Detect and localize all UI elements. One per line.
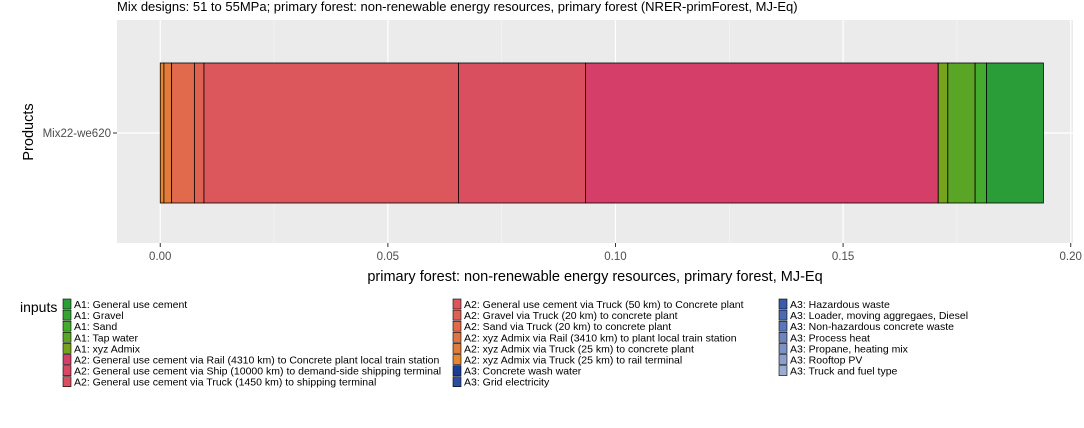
- legend-label: A2: Gravel via Truck (20 km) to concrete…: [464, 310, 678, 322]
- legend-label: A1: Sand: [74, 321, 117, 333]
- legend-label: A3: Propane, heating mix: [790, 343, 909, 355]
- legend-key: [62, 320, 72, 332]
- legend-label: A3: Non-hazardous concrete waste: [790, 321, 954, 333]
- legend-key: [452, 309, 462, 321]
- legend-key: [778, 309, 788, 321]
- legend-key: [778, 298, 788, 310]
- x-tick-label: 0.00: [149, 251, 171, 263]
- bar-segment: [947, 62, 976, 204]
- legend-key: [62, 309, 72, 321]
- bar-segment: [163, 62, 173, 204]
- legend-key: [452, 365, 462, 376]
- legend-title: inputs: [20, 299, 57, 315]
- legend-label: A3: Concrete wash water: [464, 366, 582, 378]
- y-axis: Mix22-we620: [43, 128, 117, 140]
- legend-key: [452, 320, 462, 332]
- legend-key: [452, 298, 462, 310]
- legend-label: A3: Truck and fuel type: [790, 366, 898, 378]
- legend-label: A3: Rooftop PV: [790, 355, 862, 367]
- legend-label: A2: Sand via Truck (20 km) to concrete p…: [464, 321, 671, 333]
- bar-segment: [193, 62, 205, 204]
- legend-key: [62, 331, 72, 343]
- legend-key: [778, 354, 788, 365]
- bar-segment: [203, 62, 459, 204]
- x-axis: 0.00 0.05 0.10 0.15 0.20: [149, 243, 1082, 263]
- bar-segment: [986, 62, 1044, 204]
- x-tick-label: 0.10: [604, 251, 626, 263]
- legend-key: [62, 376, 72, 388]
- bar-segment: [171, 62, 195, 204]
- legend-key: [778, 343, 788, 354]
- legend-key: [62, 354, 72, 365]
- bar-segment: [159, 62, 165, 204]
- legend-key: [778, 365, 788, 376]
- legend-label: A3: Hazardous waste: [790, 299, 890, 311]
- legend-key: [62, 365, 72, 376]
- legend-key: [452, 376, 462, 388]
- legend-label: A1: xyz Admix: [74, 343, 141, 355]
- legend-label: A2: General use cement via Truck (50 km)…: [464, 299, 744, 311]
- y-tick-label: Mix22-we620: [43, 128, 111, 140]
- legend-label: A3: Grid electricity: [464, 377, 550, 389]
- legend-label: A2: xyz Admix via Truck (25 km) to rail …: [464, 355, 682, 367]
- legend-key: [452, 343, 462, 354]
- x-tick-label: 0.15: [832, 251, 854, 263]
- bar-segments: [159, 62, 1044, 204]
- legend-label: A2: xyz Admix via Truck (25 km) to concr…: [464, 343, 694, 355]
- legend-key: [778, 320, 788, 332]
- x-axis-label: primary forest: non-renewable energy res…: [367, 269, 822, 285]
- legend-key: [452, 354, 462, 365]
- x-tick-label: 0.05: [377, 251, 399, 263]
- legend-label: A1: Tap water: [74, 332, 139, 344]
- bar-segment: [585, 62, 939, 204]
- legend-label: A2: General use cement via Rail (4310 km…: [74, 355, 440, 367]
- legend-label: A3: Loader, moving aggregaes, Diesel: [790, 310, 968, 322]
- legend-key: [778, 331, 788, 343]
- legend-label: A1: General use cement: [74, 299, 187, 311]
- y-axis-label: Products: [21, 103, 37, 160]
- bar-segment: [974, 62, 987, 204]
- bar-segment: [937, 62, 949, 204]
- x-tick-label: 0.20: [1060, 251, 1082, 263]
- legend-label: A2: General use cement via Ship (10000 k…: [74, 366, 441, 378]
- chart-title: Mix designs: 51 to 55MPa; primary forest…: [117, 0, 798, 14]
- legend-key: [62, 343, 72, 354]
- legend-label: A2: xyz Admix via Rail (3410 km) to plan…: [464, 332, 737, 344]
- legend-key: [452, 331, 462, 343]
- legend-label: A1: Gravel: [74, 310, 124, 322]
- legend-label: A3: Process heat: [790, 332, 870, 344]
- legend-label: A2: General use cement via Truck (1450 k…: [74, 377, 376, 389]
- bar-segment: [458, 62, 586, 204]
- legend-key: [62, 298, 72, 310]
